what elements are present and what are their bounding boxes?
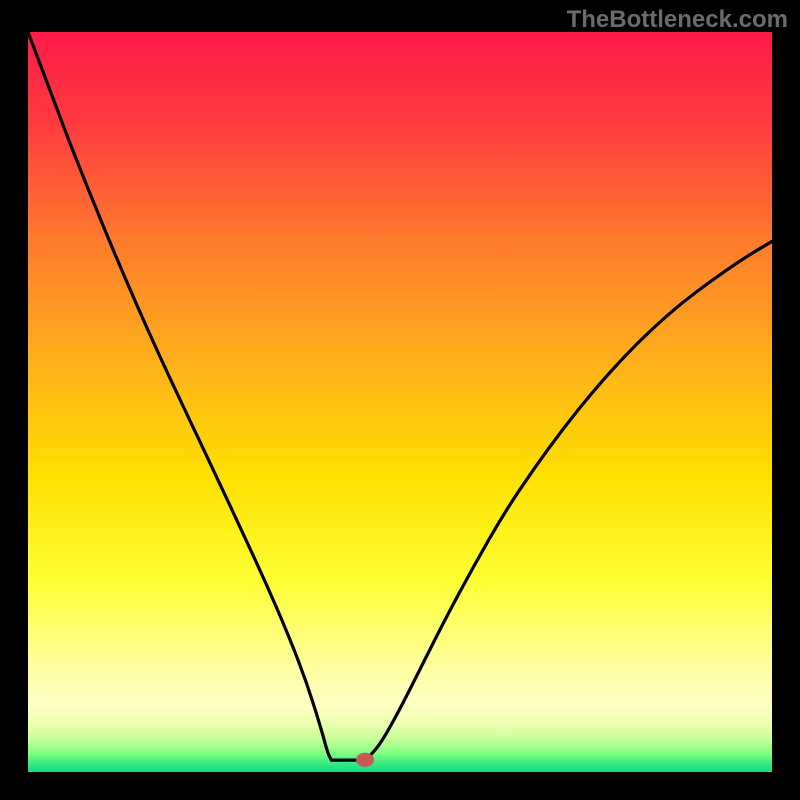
chart-root: TheBottleneck.com — [0, 0, 800, 800]
plot-area — [28, 32, 772, 772]
marker-layer — [28, 32, 772, 772]
optimal-point-marker — [356, 753, 374, 767]
watermark-text: TheBottleneck.com — [567, 6, 788, 34]
